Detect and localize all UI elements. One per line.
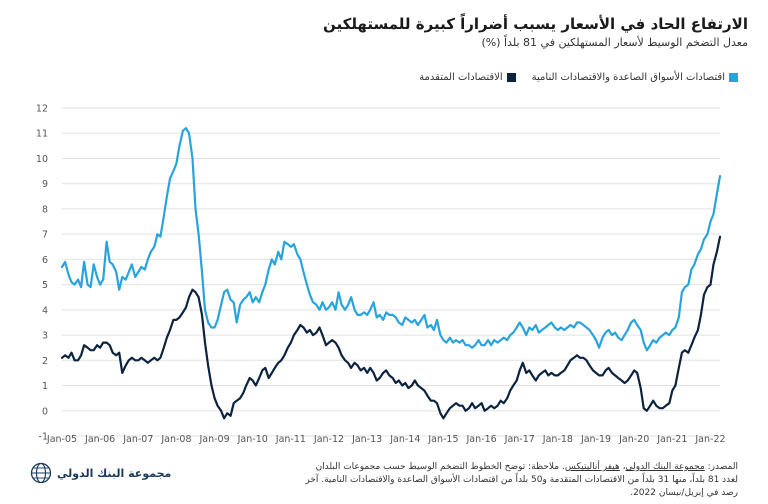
header: الارتفاع الحاد في الأسعار يسبب أضراراً ك…: [20, 14, 748, 51]
x-tick-label: Jan-05: [46, 434, 77, 445]
x-tick-label: Jan-22: [694, 434, 725, 445]
x-tick-label: Jan-06: [84, 434, 115, 445]
legend-item-advanced: الاقتصادات المتقدمة: [419, 72, 516, 83]
x-tick-label: Jan-10: [237, 434, 268, 445]
x-tick-label: Jan-08: [160, 434, 191, 445]
y-tick-label: 5: [42, 280, 48, 291]
x-tick-label: Jan-16: [466, 434, 497, 445]
y-tick-label: 12: [36, 104, 48, 115]
y-tick-label: 9: [42, 179, 48, 190]
y-tick-label: 10: [36, 154, 48, 165]
x-tick-label: Jan-09: [198, 434, 229, 445]
x-tick-label: Jan-11: [275, 434, 306, 445]
chart-subtitle: معدل التضخم الوسيط لأسعار المستهلكين في …: [481, 36, 748, 49]
x-tick-label: Jan-18: [542, 434, 573, 445]
y-tick-label: 4: [42, 305, 48, 316]
legend-swatch-emde: [729, 73, 738, 82]
legend-label-advanced: الاقتصادات المتقدمة: [419, 72, 503, 83]
y-tick-label: 11: [36, 129, 48, 140]
chart-title: الارتفاع الحاد في الأسعار يسبب أضراراً ك…: [322, 15, 748, 33]
y-tick-label: 2: [42, 356, 48, 367]
x-tick-label: Jan-15: [427, 434, 458, 445]
x-tick-label: Jan-12: [313, 434, 344, 445]
logo-text: مجموعة البنك الدولي: [57, 466, 172, 480]
source-link-world-bank[interactable]: مجموعة البنك الدولي: [625, 462, 705, 472]
y-tick-label: 8: [42, 204, 48, 215]
x-tick-label: Jan-20: [618, 434, 649, 445]
note-text: . ملاحظة: توضح الخطوط التضخم الوسيط حسب …: [305, 462, 738, 498]
globe-icon: [30, 462, 52, 484]
x-tick-label: Jan-07: [122, 434, 153, 445]
legend-swatch-advanced: [506, 73, 516, 82]
source-separator: ،: [619, 462, 626, 472]
x-tick-label: Jan-13: [351, 434, 382, 445]
x-tick-label: Jan-14: [389, 434, 420, 445]
chart-legend: اقتصادات الأسواق الصاعدة والاقتصادات الن…: [419, 72, 738, 83]
y-tick-label: 7: [42, 230, 48, 241]
series-line-emde: [60, 127, 722, 352]
y-tick-label: 6: [42, 255, 48, 266]
source-label: المصدر:: [707, 462, 738, 472]
y-tick-label: 1: [42, 381, 48, 392]
y-tick-label: 0: [42, 406, 48, 417]
y-tick-label: -1: [39, 432, 48, 443]
x-tick-label: Jan-21: [656, 434, 687, 445]
series-line-advanced: [60, 235, 722, 420]
y-tick-label: 3: [42, 331, 48, 342]
x-tick-label: Jan-17: [504, 434, 535, 445]
source-note: المصدر: مجموعة البنك الدولي، هيفر أناليت…: [298, 461, 738, 500]
legend-item-emde: اقتصادات الأسواق الصاعدة والاقتصادات الن…: [532, 72, 738, 83]
x-tick-label: Jan-19: [580, 434, 611, 445]
source-link-haver[interactable]: هيفر أناليتيكس: [564, 462, 620, 472]
world-bank-logo: مجموعة البنك الدولي: [30, 462, 171, 484]
legend-label-emde: اقتصادات الأسواق الصاعدة والاقتصادات الن…: [531, 72, 725, 83]
